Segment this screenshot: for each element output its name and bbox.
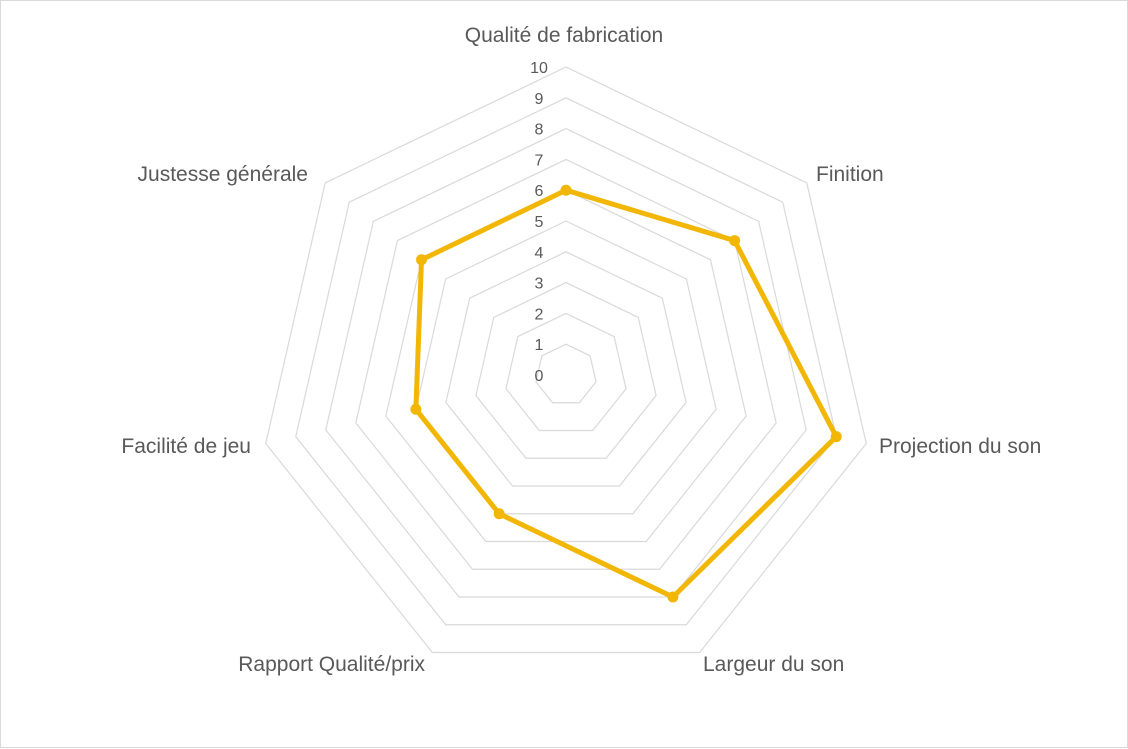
- tick-labels: 0 1 2 3 4 5 6 7 8 9 10: [530, 60, 548, 385]
- tick-label: 7: [535, 152, 544, 169]
- tick-label: 8: [535, 122, 544, 139]
- grid-ring-2: [505, 312, 627, 432]
- tick-label: 9: [535, 91, 544, 108]
- data-point: [493, 508, 505, 520]
- data-point: [560, 184, 572, 196]
- tick-label: 2: [535, 306, 544, 323]
- category-label: Finition: [816, 163, 884, 186]
- tick-label: 10: [530, 60, 548, 77]
- grid-ring-1: [535, 343, 597, 404]
- grid-ring-4: [445, 251, 687, 487]
- category-label: Justesse générale: [138, 163, 308, 186]
- grid-layer: [265, 66, 867, 654]
- category-label: Largeur du son: [703, 653, 844, 676]
- tick-label: 3: [535, 276, 544, 293]
- category-label: Projection du son: [879, 435, 1041, 458]
- tick-label: 1: [535, 337, 544, 354]
- series-layer: [410, 184, 842, 603]
- tick-label: 0: [535, 368, 544, 385]
- grid-ring-5: [415, 220, 717, 515]
- category-label: Rapport Qualité/prix: [238, 653, 425, 676]
- tick-label: 5: [535, 214, 544, 231]
- series-line: [413, 187, 839, 600]
- data-point: [416, 254, 428, 266]
- data-point: [410, 403, 422, 415]
- grid-ring-9: [295, 97, 837, 626]
- grid-ring-8: [325, 127, 807, 598]
- category-label: Qualité de fabrication: [465, 24, 663, 47]
- category-label: Facilité de jeu: [121, 435, 251, 458]
- grid-ring-10: [265, 66, 867, 654]
- tick-label: 6: [535, 183, 544, 200]
- data-point: [667, 591, 679, 603]
- grid-ring-3: [475, 281, 657, 459]
- data-point: [729, 235, 741, 247]
- category-labels: Qualité de fabrication Finition Projection…: [121, 24, 1041, 676]
- tick-label: 4: [535, 245, 544, 262]
- grid-ring-6: [385, 189, 747, 543]
- grid-ring-7: [355, 158, 777, 570]
- data-point: [830, 431, 842, 443]
